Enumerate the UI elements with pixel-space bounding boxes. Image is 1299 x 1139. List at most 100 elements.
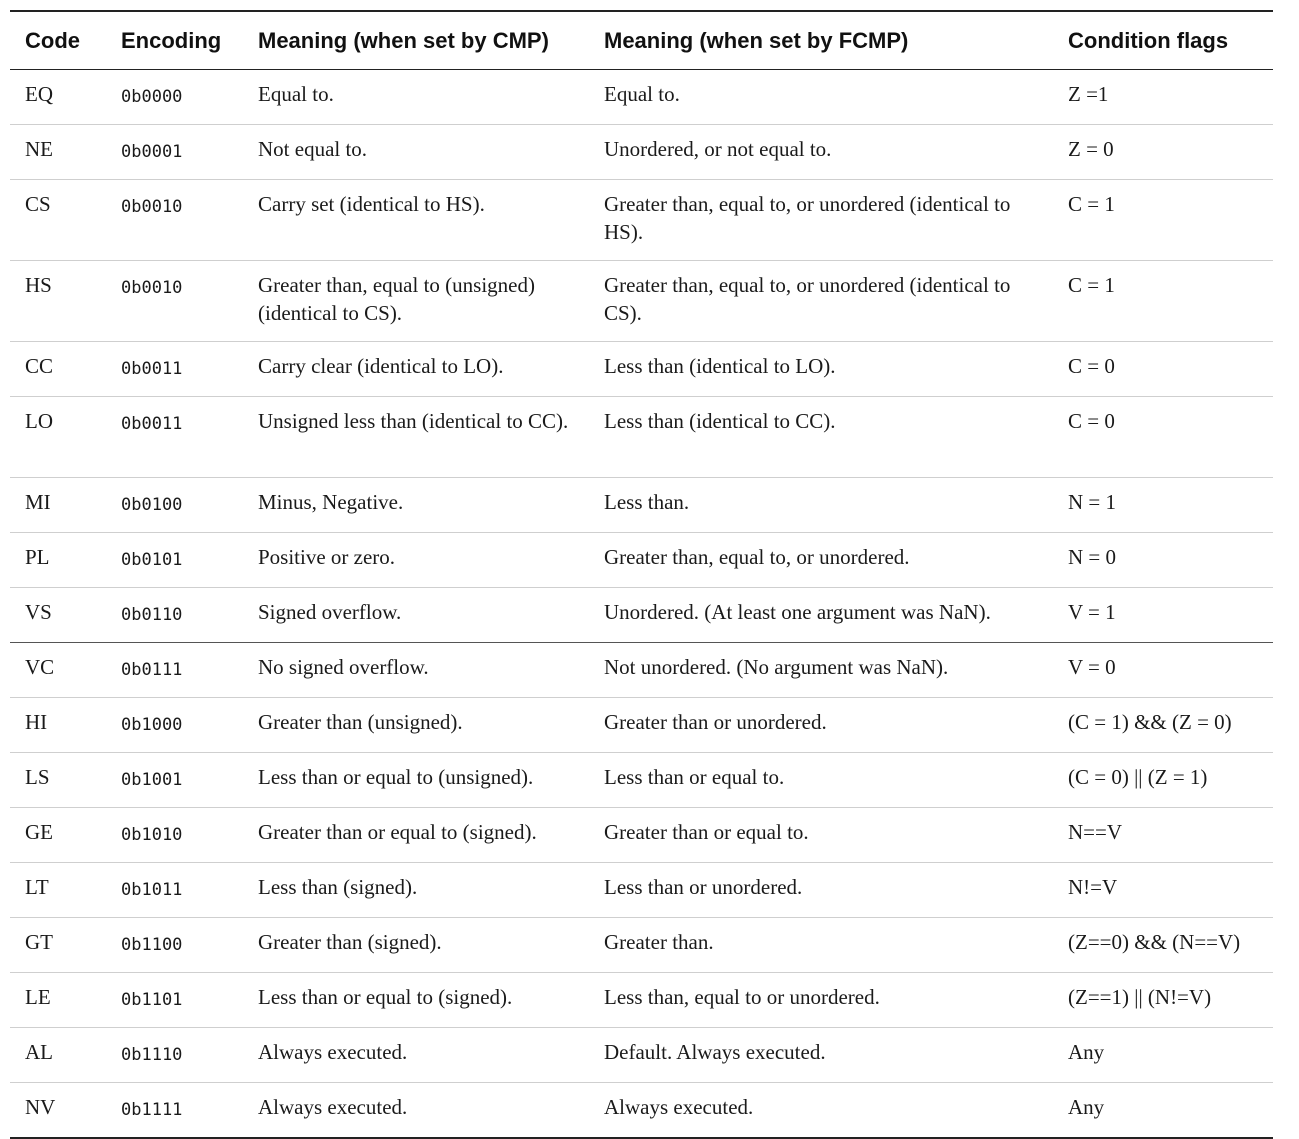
cell-encoding: 0b0011	[106, 396, 243, 478]
cell-meaning-fcmp: Less than.	[589, 477, 1053, 533]
cell-meaning-cmp: Greater than (signed).	[243, 917, 589, 973]
cell-code: HS	[10, 260, 106, 342]
cell-meaning-fcmp: Greater than, equal to, or unordered (id…	[589, 260, 1053, 342]
cell-code: VC	[10, 642, 106, 698]
cell-encoding: 0b1010	[106, 807, 243, 863]
cell-code: NE	[10, 124, 106, 180]
cell-meaning-fcmp: Default. Always executed.	[589, 1027, 1053, 1083]
table-row: LE 0b1101 Less than or equal to (signed). L…	[10, 972, 1273, 1028]
cell-meaning-fcmp: Equal to.	[589, 69, 1053, 125]
table-row: LT 0b1011 Less than (signed). Less than or …	[10, 862, 1273, 918]
cell-code: VS	[10, 587, 106, 643]
cell-code: CS	[10, 179, 106, 261]
cell-meaning-cmp: Greater than, equal to (unsigned) (ident…	[243, 260, 589, 342]
header-meaning-cmp: Meaning (when set by CMP)	[243, 11, 589, 70]
table-row: VS 0b0110 Signed overflow. Unordered. (At l…	[10, 587, 1273, 643]
cell-condition-flags: (Z==1) || (N!=V)	[1053, 972, 1273, 1028]
table-row: NE 0b0001 Not equal to. Unordered, or not e…	[10, 124, 1273, 180]
table-row: NV 0b1111 Always executed. Always executed.…	[10, 1083, 1273, 1139]
cell-encoding: 0b0110	[106, 587, 243, 643]
cell-condition-flags: N==V	[1053, 807, 1273, 863]
cell-meaning-fcmp: Always executed.	[604, 1095, 754, 1119]
table-row: MI 0b0100 Minus, Negative. Less than. N = 1	[10, 477, 1273, 533]
cell-meaning-cmp: Always executed.	[258, 1095, 408, 1119]
cell-meaning-fcmp: Less than or equal to.	[589, 752, 1053, 808]
cell-meaning-fcmp: Greater than.	[589, 917, 1053, 973]
cell-condition-flags: N!=V	[1053, 862, 1273, 918]
cell-condition-flags: C = 0	[1053, 396, 1273, 478]
cell-condition-flags: Any	[1068, 1095, 1105, 1119]
cell-code: GE	[10, 807, 106, 863]
cell-condition-flags: Any	[1053, 1027, 1273, 1083]
header-code: Code	[10, 11, 106, 70]
cell-encoding: 0b1011	[106, 862, 243, 918]
table-body: EQ 0b0000 Equal to. Equal to. Z =1 NE 0b0001 No…	[10, 69, 1273, 1139]
cell-condition-flags: (C = 0) || (Z = 1)	[1053, 752, 1273, 808]
table-row: CS 0b0010 Carry set (identical to HS). Grea…	[10, 179, 1273, 261]
table-row: EQ 0b0000 Equal to. Equal to. Z =1	[10, 69, 1273, 125]
table-row: PL 0b0101 Positive or zero. Greater than, e…	[10, 532, 1273, 588]
cell-code: LO	[10, 396, 106, 478]
cell-code: EQ	[10, 69, 106, 125]
cell-encoding: 0b1000	[106, 697, 243, 753]
cell-meaning-cmp: Greater than or equal to (signed).	[243, 807, 589, 863]
cell-meaning-cmp: Positive or zero.	[243, 532, 589, 588]
header-row: Code Encoding Meaning (when set by CMP) …	[10, 11, 1273, 70]
cell-encoding: 0b0111	[106, 642, 243, 698]
cell-code: LT	[10, 862, 106, 918]
cell-meaning-fcmp: Greater than, equal to, or unordered.	[589, 532, 1053, 588]
cell-condition-flags: (C = 1) && (Z = 0)	[1053, 697, 1273, 753]
cell-code: LS	[10, 752, 106, 808]
table-row: CC 0b0011 Carry clear (identical to LO). Le…	[10, 341, 1273, 397]
cell-meaning-fcmp: Less than (identical to CC).	[589, 396, 1053, 478]
cell-code: LE	[10, 972, 106, 1028]
table-row: GT 0b1100 Greater than (signed). Greater th…	[10, 917, 1273, 973]
header-meaning-fcmp: Meaning (when set by FCMP)	[589, 11, 1053, 70]
cell-condition-flags: V = 1	[1053, 587, 1273, 643]
cell-meaning-cmp: Minus, Negative.	[243, 477, 589, 533]
cell-meaning-fcmp: Unordered, or not equal to.	[589, 124, 1053, 180]
cell-meaning-cmp: Less than or equal to (unsigned).	[243, 752, 589, 808]
cell-code: GT	[10, 917, 106, 973]
cell-meaning-cmp: Signed overflow.	[243, 587, 589, 643]
cell-encoding: 0b1111	[121, 1100, 183, 1120]
cell-meaning-fcmp: Less than, equal to or unordered.	[589, 972, 1053, 1028]
cell-encoding: 0b1101	[106, 972, 243, 1028]
cell-code: NV	[25, 1095, 56, 1119]
cell-encoding: 0b1001	[106, 752, 243, 808]
cell-condition-flags: N = 1	[1053, 477, 1273, 533]
cell-condition-flags: C = 1	[1053, 260, 1273, 342]
cell-code: CC	[10, 341, 106, 397]
cell-condition-flags: Z =1	[1053, 69, 1273, 125]
cell-meaning-cmp: Less than or equal to (signed).	[243, 972, 589, 1028]
cell-encoding: 0b1110	[106, 1027, 243, 1083]
cell-meaning-fcmp: Less than or unordered.	[589, 862, 1053, 918]
cell-meaning-cmp: Not equal to.	[243, 124, 589, 180]
cell-condition-flags: N = 0	[1053, 532, 1273, 588]
cell-encoding: 0b0011	[106, 341, 243, 397]
cell-meaning-fcmp: Greater than or unordered.	[589, 697, 1053, 753]
cell-encoding: 0b1100	[106, 917, 243, 973]
cell-encoding: 0b0010	[106, 179, 243, 261]
cell-meaning-cmp: Unsigned less than (identical to CC).	[243, 396, 589, 478]
cell-code: AL	[10, 1027, 106, 1083]
table-row: AL 0b1110 Always executed. Default. Always …	[10, 1027, 1273, 1083]
cell-meaning-cmp: Equal to.	[243, 69, 589, 125]
header-condition-flags: Condition flags	[1053, 11, 1273, 70]
table-row: LS 0b1001 Less than or equal to (unsigned)…	[10, 752, 1273, 808]
cell-meaning-cmp: No signed overflow.	[243, 642, 589, 698]
cell-encoding: 0b0101	[106, 532, 243, 588]
cell-condition-flags: C = 0	[1053, 341, 1273, 397]
table-row: VC 0b0111 No signed overflow. Not unordered…	[10, 642, 1273, 698]
condition-codes-table-wrapper: Code Encoding Meaning (when set by CMP) …	[10, 10, 1273, 1139]
table-row: GE 0b1010 Greater than or equal to (signed…	[10, 807, 1273, 863]
cell-condition-flags: (Z==0) && (N==V)	[1053, 917, 1273, 973]
cell-meaning-cmp: Always executed.	[243, 1027, 589, 1083]
cell-meaning-fcmp: Unordered. (At least one argument was Na…	[589, 587, 1053, 643]
cell-encoding: 0b0100	[106, 477, 243, 533]
cell-encoding: 0b0010	[106, 260, 243, 342]
cell-condition-flags: Z = 0	[1053, 124, 1273, 180]
cell-meaning-cmp: Carry clear (identical to LO).	[243, 341, 589, 397]
cell-meaning-fcmp: Less than (identical to LO).	[589, 341, 1053, 397]
cell-meaning-cmp: Less than (signed).	[243, 862, 589, 918]
